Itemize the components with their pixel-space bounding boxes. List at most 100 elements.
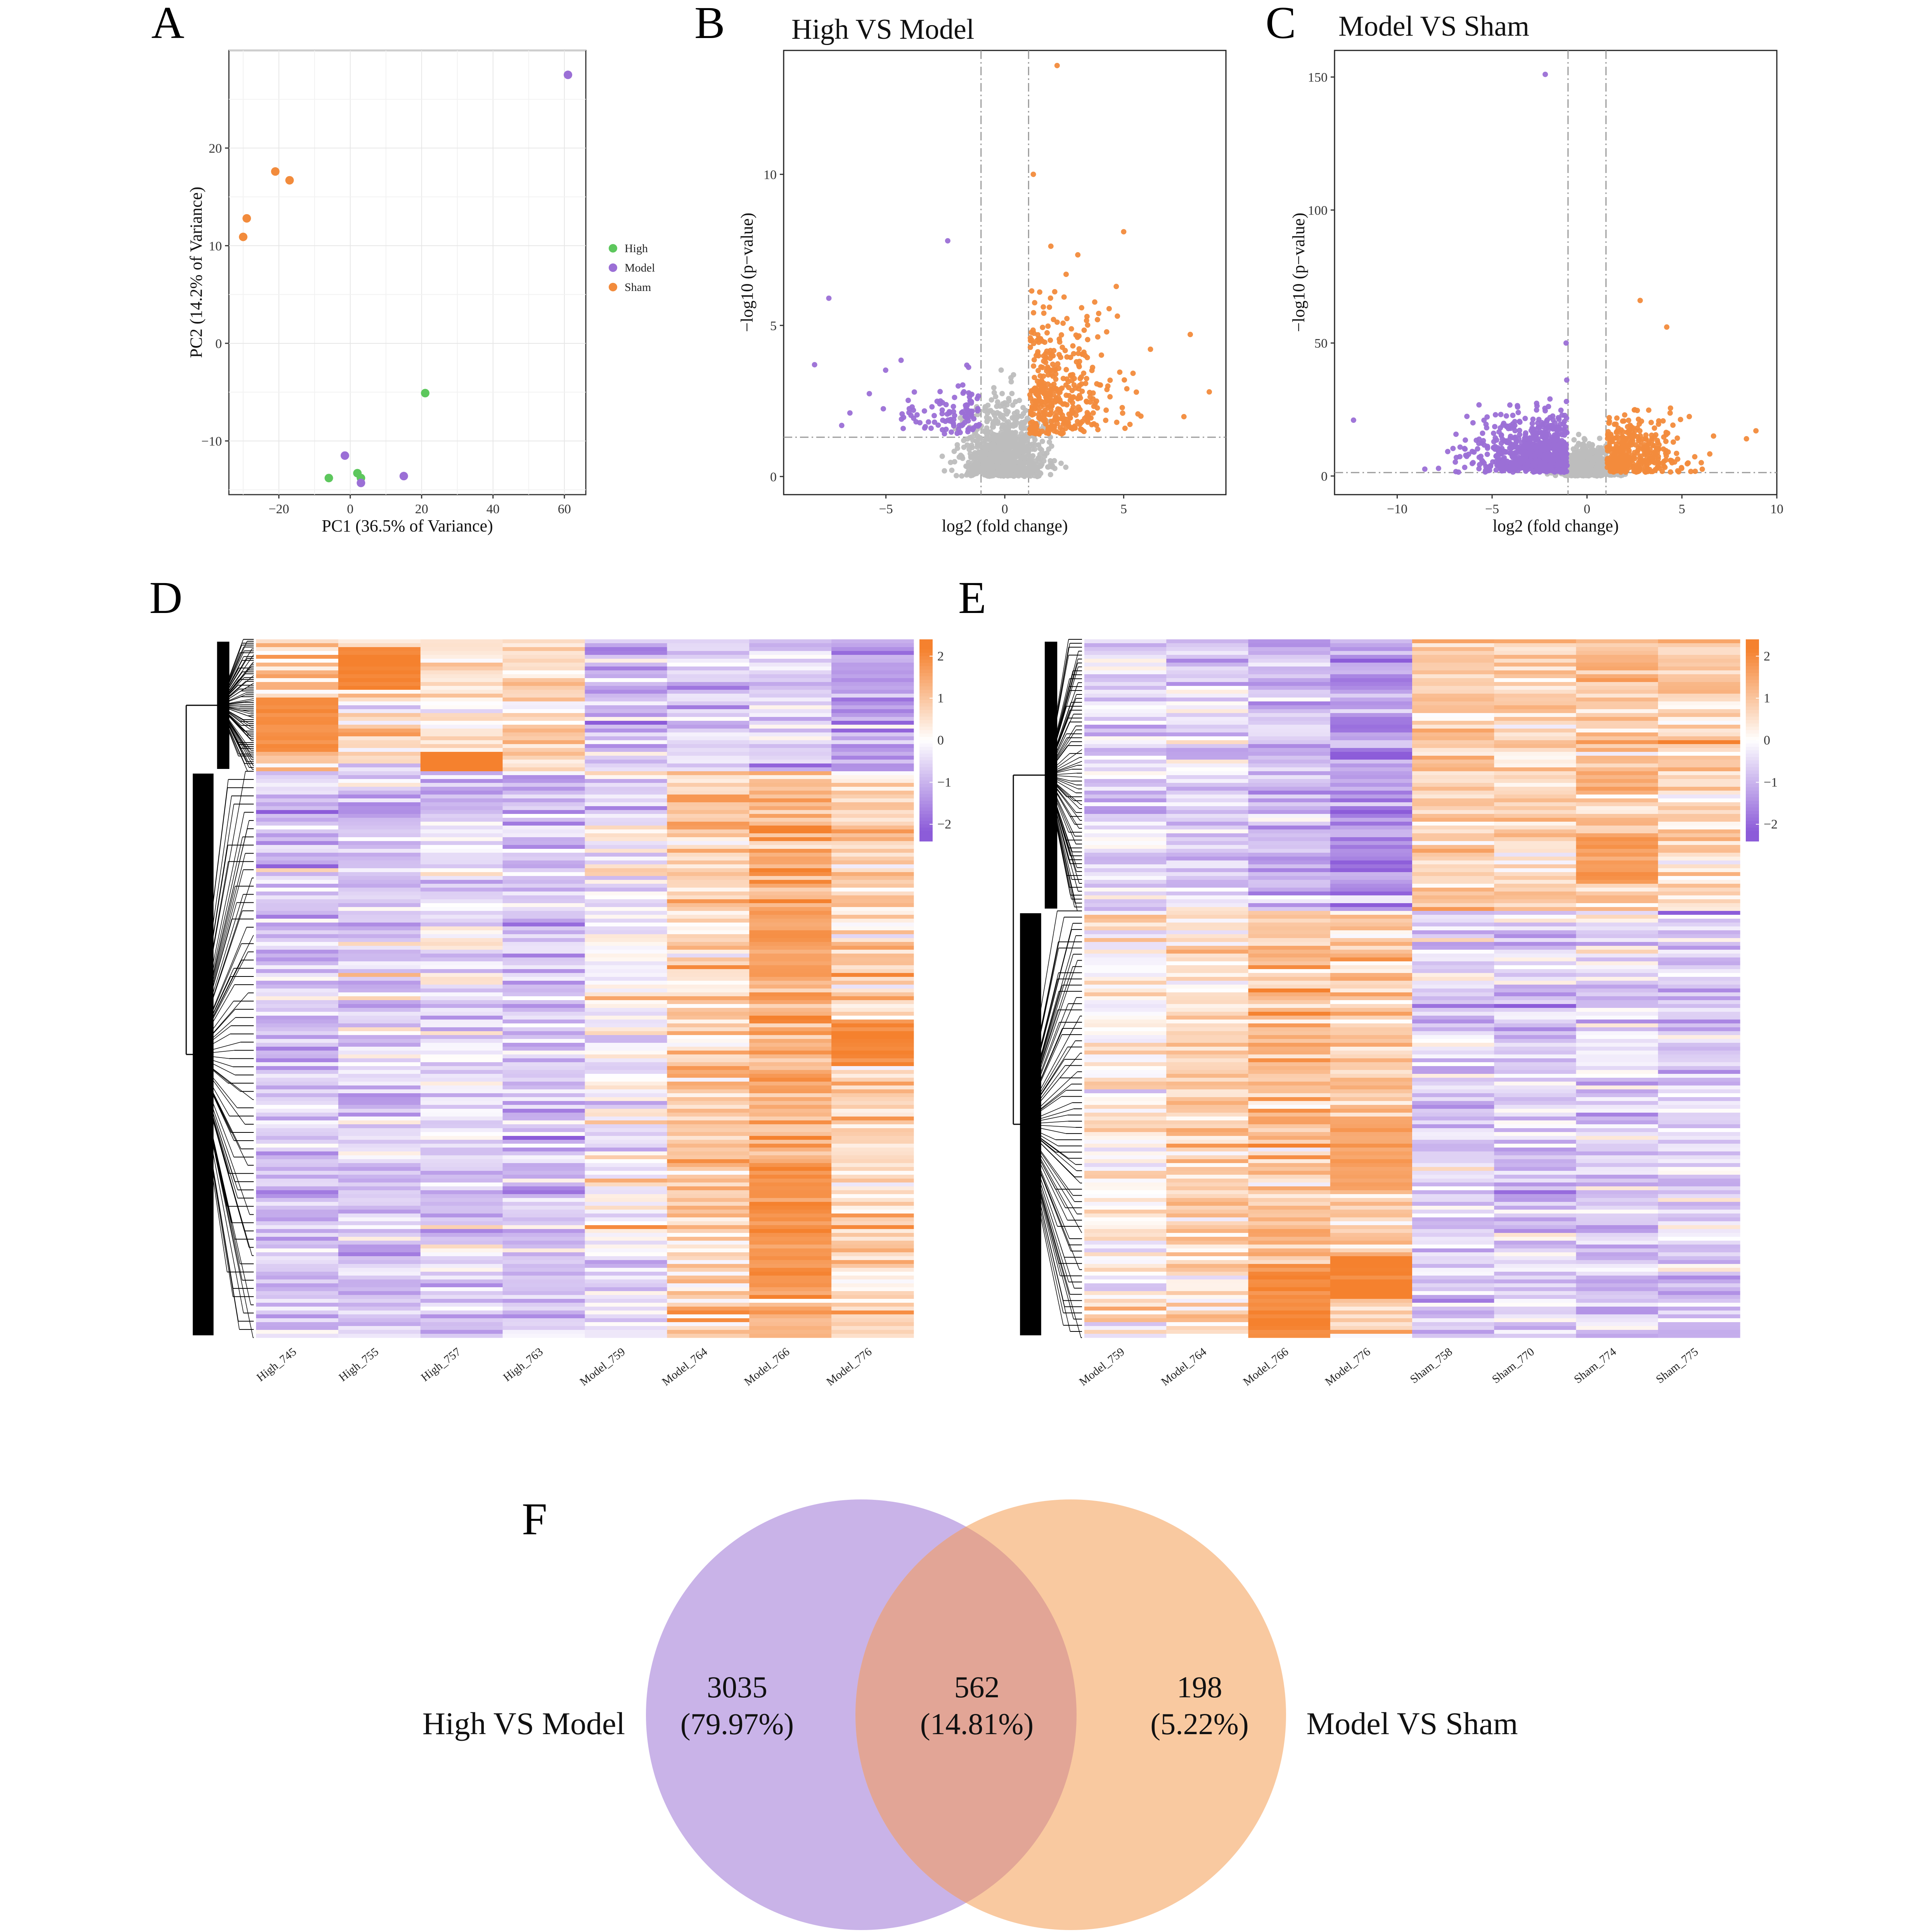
heatmap-d-cell (667, 698, 750, 702)
volcano-b-point-ns (1052, 466, 1058, 471)
volcano-c-point-up (1674, 435, 1680, 441)
heatmap-d-cell (420, 1047, 503, 1051)
heatmap-d-cell (338, 1179, 421, 1183)
heatmap-d-cell (502, 740, 585, 744)
heatmap-d-cell (502, 744, 585, 748)
volcano-b-point-ns (1012, 418, 1018, 424)
volcano-b-point-up (1053, 388, 1059, 393)
heatmap-d-cell (420, 868, 503, 873)
heatmap-d-cell (502, 1043, 585, 1047)
volcano-c-point-down (1480, 438, 1486, 444)
heatmap-d-cell (502, 698, 585, 702)
heatmap-d-cell (420, 1237, 503, 1241)
heatmap-d-cell (420, 783, 503, 787)
heatmap-d-cell (420, 845, 503, 849)
heatmap-d-cell (256, 1186, 339, 1191)
heatmap-d-cell (420, 667, 503, 671)
heatmap-d-cell (256, 1070, 339, 1074)
volcano-b-point-up (1076, 364, 1082, 370)
heatmap-d-cell (749, 643, 832, 647)
volcano-c-point-down (1563, 398, 1569, 404)
heatmap-d-cell (256, 841, 339, 845)
heatmap-d-cell (667, 1062, 750, 1066)
volcano-b-point-up (1124, 386, 1130, 392)
heatmap-d-cell (831, 729, 914, 733)
heatmap-d-cell (338, 1132, 421, 1136)
heatmap-d-cell (256, 926, 339, 931)
heatmap-d-cell (420, 1105, 503, 1109)
volcano-b-xtick-label: 0 (1002, 502, 1008, 516)
volcano-c-point-up (1637, 467, 1643, 473)
heatmap-d-cell (585, 888, 667, 892)
volcano-b-point-up (1117, 369, 1123, 375)
heatmap-d-cell (502, 1058, 585, 1063)
heatmap-d-cell (585, 729, 667, 733)
heatmap-d-cell (420, 857, 503, 861)
heatmap-d-cell (749, 919, 832, 923)
volcano-c-point-down (1503, 413, 1509, 419)
volcano-c-point-down (1513, 440, 1519, 446)
heatmap-d-cell (256, 783, 339, 787)
volcano-b-point-ns (1016, 437, 1021, 443)
volcano-b-point-down (975, 396, 980, 402)
pca-xtick-label: 20 (415, 502, 428, 516)
heatmap-d-cell (749, 907, 832, 911)
heatmap-d-cell (585, 1124, 667, 1129)
heatmap-d-cell (502, 1124, 585, 1129)
heatmap-d-cell (502, 1066, 585, 1070)
volcano-c-point-up (1626, 431, 1632, 437)
heatmap-d-cell (831, 725, 914, 729)
heatmap-d-cell (502, 1217, 585, 1222)
heatmap-d-cell (749, 829, 832, 834)
panel-letter-f: F (522, 1494, 547, 1544)
heatmap-d-cell (338, 725, 421, 729)
heatmap-d-cell (420, 744, 503, 748)
heatmap-d-cell (338, 798, 421, 803)
heatmap-d-cell (749, 957, 832, 962)
heatmap-d-cell (502, 872, 585, 876)
volcano-c-point-ns (1576, 431, 1582, 437)
heatmap-d-cell (667, 1217, 750, 1222)
volcano-c-point-up (1621, 418, 1627, 424)
volcano-b-point-down (956, 383, 961, 389)
heatmap-d-cell (502, 667, 585, 671)
heatmap-d-cell (585, 907, 667, 911)
heatmap-d-cell (831, 1144, 914, 1148)
heatmap-d-cell (338, 833, 421, 838)
heatmap-d-cell (749, 1144, 832, 1148)
heatmap-d-cell (585, 957, 667, 962)
heatmap-d-cell (585, 903, 667, 907)
heatmap-d-cell (256, 1202, 339, 1206)
heatmap-d-cell (502, 965, 585, 969)
heatmap-d-cell (502, 903, 585, 907)
heatmap-d-cell (338, 860, 421, 865)
heatmap-d-dendrogram (185, 639, 254, 1338)
heatmap-d-cell (585, 895, 667, 900)
heatmap-d-cell (585, 659, 667, 663)
heatmap-d-cell (831, 981, 914, 985)
heatmap-d-cell (667, 829, 750, 834)
volcano-b-point-up (1090, 410, 1096, 416)
heatmap-d-cell (256, 752, 339, 756)
volcano-b-point-up (1120, 410, 1125, 416)
heatmap-d-cell (667, 1202, 750, 1206)
heatmap-d-cell (338, 752, 421, 756)
heatmap-d-cell (831, 1031, 914, 1035)
heatmap-d-cell (831, 1163, 914, 1167)
heatmap-d-cell (831, 996, 914, 1001)
heatmap-d-cell (256, 1237, 339, 1241)
heatmap-d-cell (585, 1163, 667, 1167)
heatmap-d-cell (831, 798, 914, 803)
heatmap-d-cell (256, 802, 339, 807)
heatmap-d-cell (338, 1120, 421, 1125)
volcano-b-point-down (926, 419, 931, 425)
volcano-b-point-up (1148, 346, 1153, 352)
heatmap-d-cell (667, 1237, 750, 1241)
heatmap-d-cells (256, 639, 914, 1338)
heatmap-d-cell (585, 826, 667, 830)
heatmap-d-cell (585, 1105, 667, 1109)
volcano-c-ylabel: −log10 (p−value) (1289, 213, 1308, 332)
heatmap-d-cell (420, 694, 503, 698)
heatmap-d-cell (831, 1097, 914, 1101)
